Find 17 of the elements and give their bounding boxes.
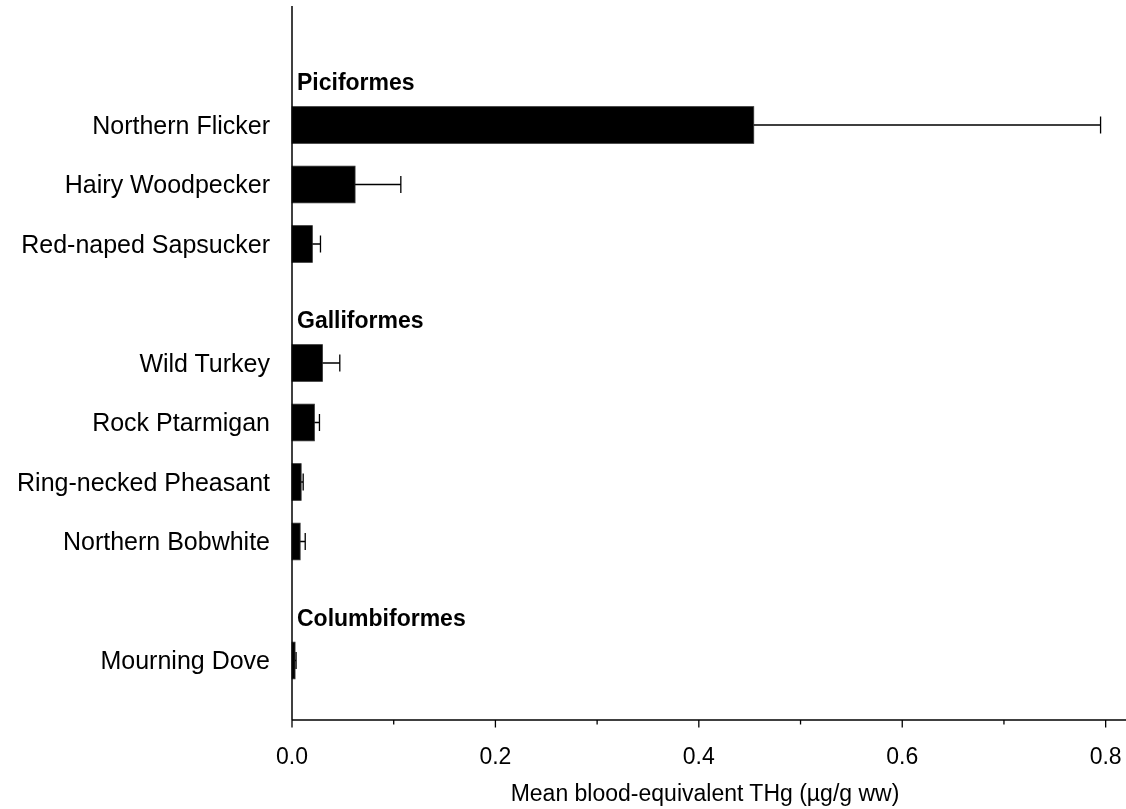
x-tick-label: 0.2 <box>479 743 512 770</box>
annotation: Piciformes <box>297 69 415 96</box>
y-tick-label: Ring-necked Pheasant <box>17 467 271 496</box>
x-tick-label: 0.8 <box>1089 743 1122 770</box>
y-tick-label: Rock Ptarmigan <box>92 408 270 437</box>
x-tick-label: 0.4 <box>682 743 716 770</box>
y-tick-label: Mourning Dove <box>100 646 270 675</box>
y-tick-label: Northern Flicker <box>92 110 270 139</box>
annotation: Columbiformes <box>297 604 466 631</box>
x-tick-label: 0.0 <box>276 743 308 770</box>
y-tick-label: Hairy Woodpecker <box>64 170 270 199</box>
x-tick-label: 0.6 <box>886 743 919 770</box>
x-axis-title: Mean blood-equivalent THg (µg/g ww) <box>510 779 900 806</box>
y-tick-label: Wild Turkey <box>139 348 271 377</box>
y-tick-label: Northern Bobwhite <box>62 527 270 556</box>
y-tick-label: Red-naped Sapsucker <box>21 229 270 258</box>
annotation: Galliformes <box>297 307 424 334</box>
